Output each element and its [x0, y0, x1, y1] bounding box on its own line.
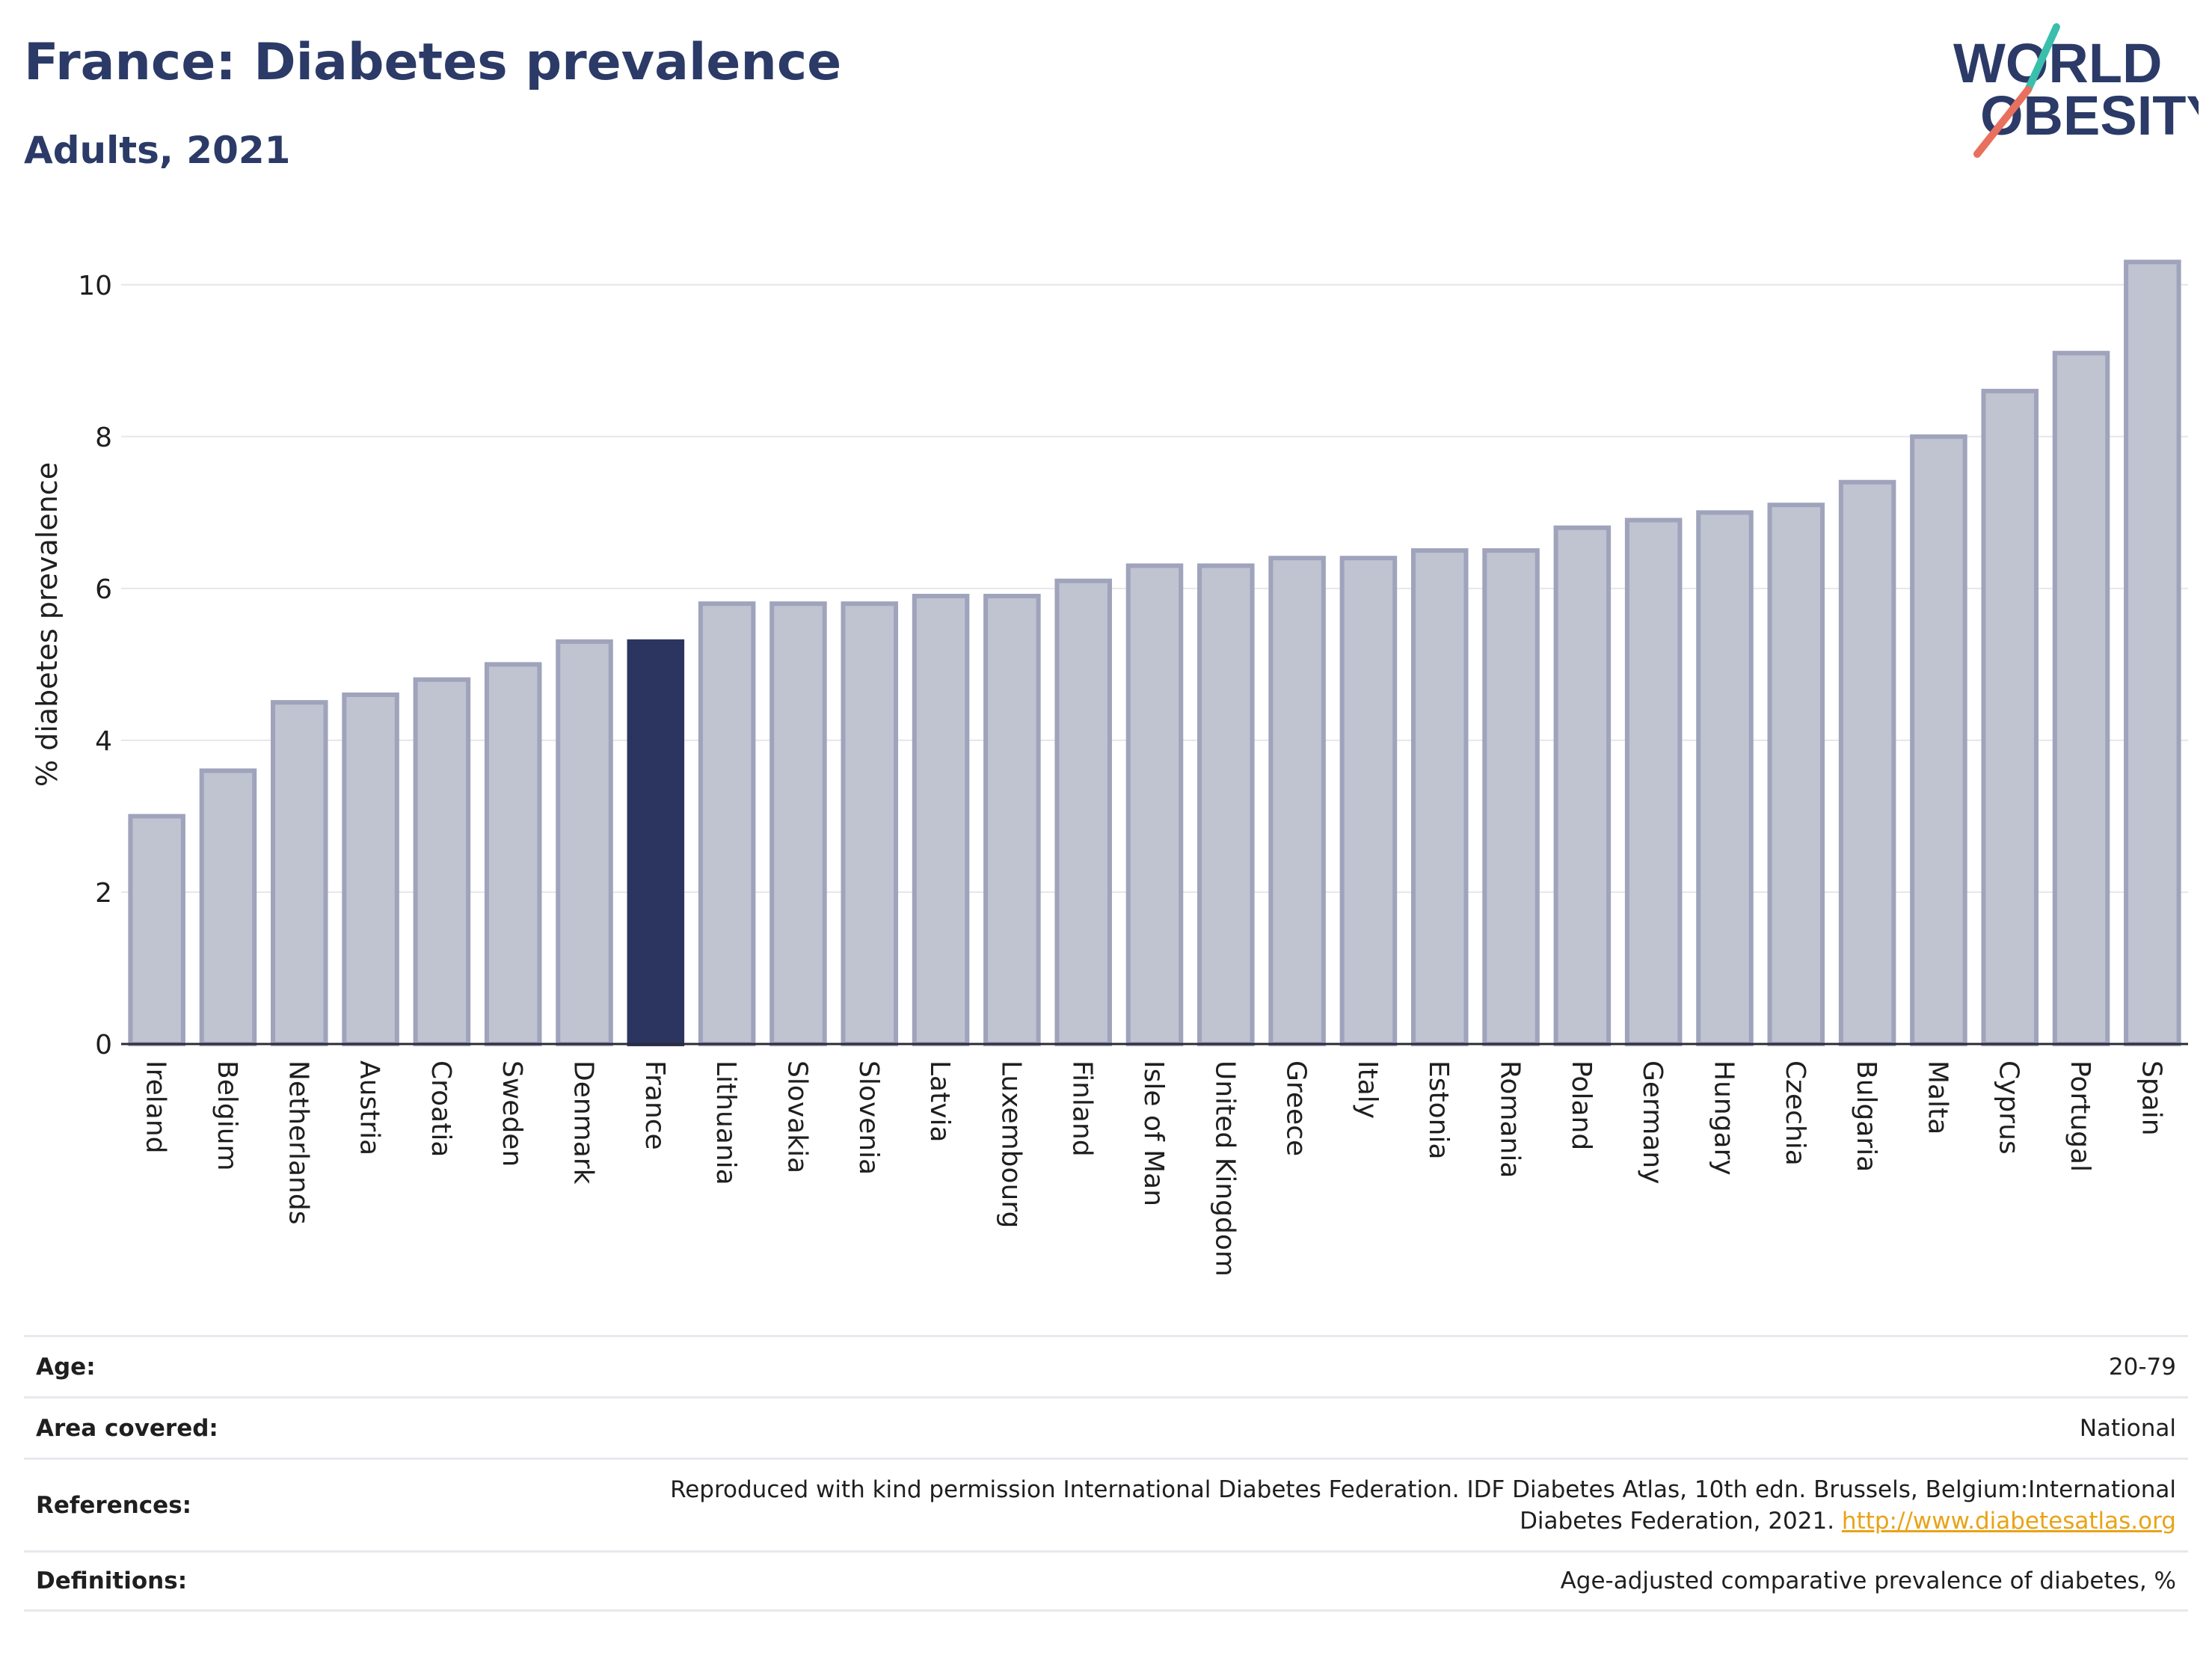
- x-tick-label: Germany: [1637, 1060, 1668, 1184]
- meta-value-area: National: [2079, 1414, 2176, 1442]
- y-axis-label: % diabetes prevalence: [31, 462, 64, 787]
- bar-sweden[interactable]: [484, 662, 542, 1047]
- x-tick-label: Isle of Man: [1138, 1060, 1169, 1206]
- y-tick-label: 4: [95, 726, 112, 757]
- meta-row-area: Area covered: National: [24, 1396, 2188, 1458]
- bar-denmark[interactable]: [556, 639, 613, 1046]
- x-tick-label: Poland: [1566, 1060, 1597, 1150]
- bar-bulgaria[interactable]: [1838, 479, 1896, 1046]
- logo-word-obesity: OBESITY: [1980, 85, 2199, 147]
- x-tick-label: Portugal: [2065, 1060, 2095, 1172]
- bar-portugal[interactable]: [2052, 351, 2110, 1046]
- axes: 0 2 4 6 8 10 Ireland Belgium Netherlands Austria C…: [78, 271, 2188, 1277]
- bar-lithuania[interactable]: [698, 601, 756, 1046]
- x-tick-label: Austria: [354, 1060, 385, 1155]
- bar-chart: 0 2 4 6 8 10 Ireland Belgium Netherlands Austria C…: [31, 260, 2188, 1277]
- meta-value-age: 20-79: [2108, 1353, 2176, 1381]
- y-tick-label: 10: [78, 271, 112, 301]
- y-tick-label: 0: [95, 1030, 112, 1060]
- meta-value-definitions: Age-adjusted comparative prevalence of d…: [1560, 1568, 2176, 1594]
- bar-france[interactable]: [627, 639, 685, 1046]
- x-tick-label: Lithuania: [710, 1060, 741, 1185]
- bar-malta[interactable]: [1910, 434, 1967, 1046]
- references-link[interactable]: http://www.diabetesatlas.org: [1841, 1507, 2176, 1535]
- x-tick-label: France: [639, 1060, 670, 1150]
- chart-title: France: Diabetes prevalence: [24, 33, 842, 92]
- x-tick-label: Finland: [1067, 1060, 1098, 1157]
- meta-label-area: Area covered:: [36, 1414, 218, 1442]
- bar-poland[interactable]: [1553, 525, 1612, 1046]
- bar-slovakia[interactable]: [769, 601, 827, 1046]
- y-tick-label: 8: [95, 423, 112, 453]
- references-text-line2: Diabetes Federation, 2021.: [1520, 1507, 1835, 1535]
- bar-finland[interactable]: [1054, 578, 1112, 1046]
- metadata-table: Age: 20-79 Area covered: National Refere…: [24, 1335, 2188, 1612]
- logo-slash-coral-icon: [1973, 86, 2032, 158]
- y-tick-label: 2: [95, 878, 112, 909]
- world-obesity-logo: WORLD OBESITY: [1953, 23, 2199, 158]
- bar-romania[interactable]: [1482, 548, 1540, 1046]
- logo-word-world: WORLD: [1953, 32, 2163, 94]
- bar-greece[interactable]: [1268, 556, 1326, 1046]
- bar-germany[interactable]: [1624, 518, 1683, 1046]
- bar-latvia[interactable]: [912, 594, 970, 1046]
- x-tick-label: United Kingdom: [1209, 1060, 1240, 1277]
- x-tick-label: Sweden: [497, 1060, 527, 1167]
- meta-label-definitions: Definitions:: [36, 1568, 188, 1594]
- bar-cyprus[interactable]: [1981, 388, 2039, 1046]
- x-tick-label: Malta: [1922, 1060, 1953, 1134]
- bar-italy[interactable]: [1339, 556, 1398, 1046]
- y-tick-label: 6: [95, 574, 112, 605]
- logo-slash-teal-icon: [2024, 23, 2060, 93]
- x-tick-label: Romania: [1495, 1060, 1526, 1178]
- bar-croatia[interactable]: [413, 677, 471, 1047]
- x-tick-label: Denmark: [568, 1060, 599, 1185]
- bar-estonia[interactable]: [1410, 548, 1469, 1046]
- x-tick-label: Spain: [2136, 1060, 2166, 1136]
- x-tick-label: Ireland: [141, 1060, 171, 1154]
- bar-luxembourg[interactable]: [983, 594, 1041, 1046]
- bar-isle-of-man[interactable]: [1125, 563, 1184, 1046]
- meta-row-age: Age: 20-79: [24, 1335, 2188, 1396]
- bar-czechia[interactable]: [1767, 503, 1825, 1046]
- chart-subtitle: Adults, 2021: [24, 129, 291, 172]
- x-tick-label: Cyprus: [1994, 1060, 2024, 1155]
- x-tick-label: Italy: [1352, 1060, 1383, 1119]
- x-tick-label: Hungary: [1708, 1060, 1739, 1176]
- meta-label-references: References:: [36, 1491, 192, 1519]
- bar-hungary[interactable]: [1696, 510, 1754, 1046]
- x-tick-label: Bulgaria: [1851, 1060, 1881, 1172]
- x-tick-label: Luxembourg: [995, 1060, 1026, 1228]
- bars: [128, 260, 2181, 1047]
- bar-united-kingdom[interactable]: [1197, 563, 1255, 1046]
- references-text-line1: Reproduced with kind permission Internat…: [670, 1476, 2176, 1503]
- x-tick-label: Czechia: [1780, 1060, 1810, 1166]
- bar-austria[interactable]: [342, 692, 399, 1046]
- x-tick-label: Greece: [1281, 1060, 1312, 1156]
- bar-netherlands[interactable]: [271, 700, 328, 1047]
- bar-ireland[interactable]: [128, 814, 185, 1047]
- x-tick-label: Latvia: [924, 1060, 955, 1143]
- x-tick-label: Slovenia: [853, 1060, 884, 1175]
- x-tick-label: Netherlands: [283, 1060, 313, 1224]
- x-tick-label: Slovakia: [781, 1060, 812, 1173]
- bar-slovenia[interactable]: [841, 601, 899, 1046]
- meta-value-references: Reproduced with kind permission Internat…: [670, 1474, 2176, 1537]
- meta-row-references: References: Reproduced with kind permiss…: [24, 1458, 2188, 1550]
- bar-spain[interactable]: [2124, 260, 2181, 1046]
- x-tick-label: Estonia: [1423, 1060, 1454, 1160]
- x-tick-label: Belgium: [212, 1060, 242, 1171]
- meta-label-age: Age:: [36, 1353, 96, 1381]
- bar-belgium[interactable]: [199, 768, 257, 1046]
- meta-row-definitions: Definitions: Age-adjusted comparative pr…: [24, 1550, 2188, 1612]
- x-tick-label: Croatia: [425, 1060, 456, 1157]
